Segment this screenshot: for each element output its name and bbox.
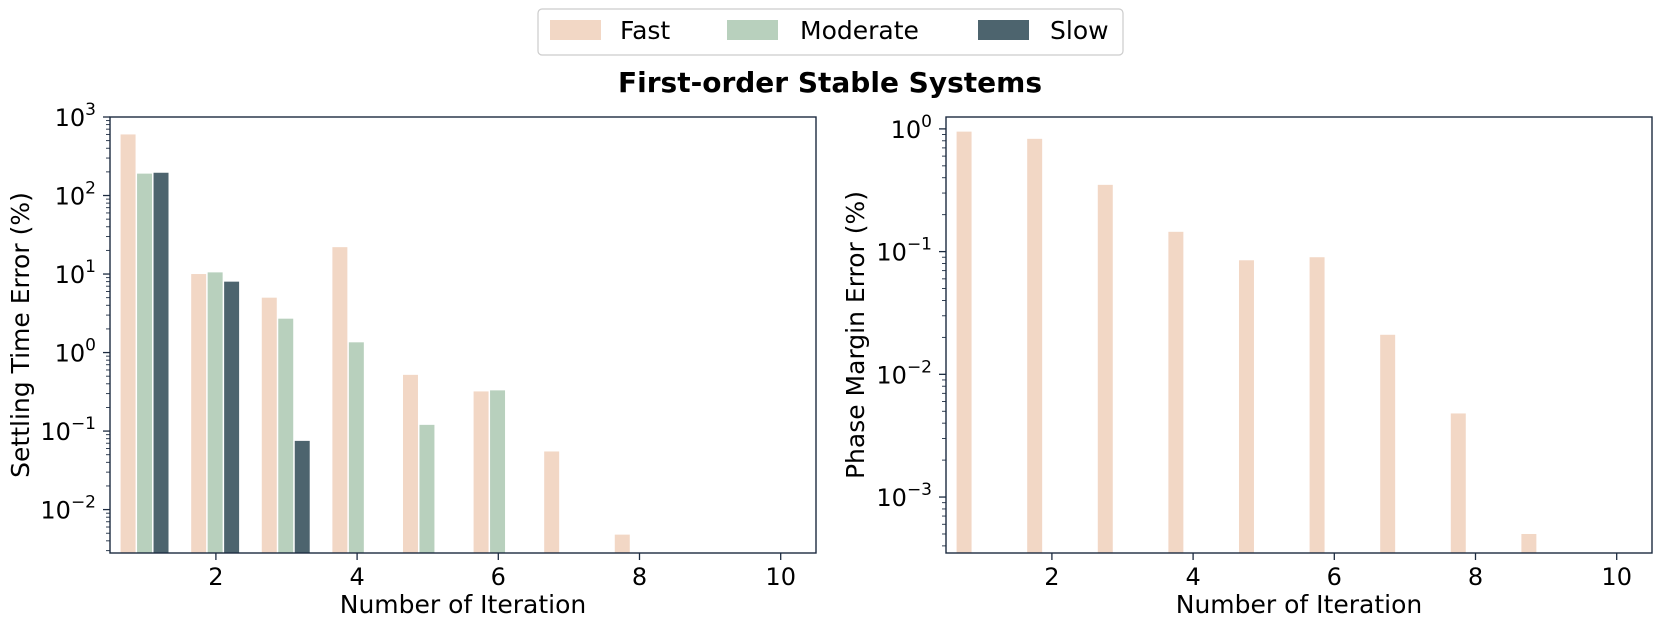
- x-tick-label: 2: [1044, 563, 1059, 591]
- x-tick-label: 4: [1185, 563, 1200, 591]
- bar-fast-iter-6: [473, 391, 489, 553]
- x-tick-label: 4: [349, 563, 364, 591]
- bar-fast-iter-1: [956, 131, 972, 553]
- y-tick-label: 10−3: [876, 480, 932, 512]
- bar-fast-iter-9: [1521, 533, 1537, 553]
- legend-label-moderate: Moderate: [800, 16, 919, 45]
- bar-fast-iter-8: [614, 534, 630, 553]
- bar-slow-iter-3: [294, 440, 310, 553]
- bar-slow-iter-2: [224, 281, 240, 553]
- legend-item-slow: Slow: [978, 16, 1109, 45]
- xticks-settling-time: 2 4 6 8 10: [208, 553, 796, 591]
- bar-moderate-iter-5: [419, 424, 435, 553]
- legend-swatch-moderate: [727, 20, 778, 40]
- x-tick-label: 6: [1327, 563, 1342, 591]
- bar-moderate-iter-3: [278, 318, 294, 553]
- legend-swatch-fast: [550, 20, 601, 40]
- x-tick-label: 6: [491, 563, 506, 591]
- legend-label-fast: Fast: [620, 16, 670, 45]
- bar-moderate-iter-2: [207, 272, 223, 553]
- y-tick-label: 10−2: [876, 357, 932, 389]
- figure-title: First-order Stable Systems: [618, 66, 1042, 99]
- yticks-settling-time: 10−2 10−1 100 101 102 103: [40, 100, 110, 552]
- bar-moderate-iter-6: [490, 390, 506, 553]
- legend-item-fast: Fast: [550, 16, 670, 45]
- legend: Fast Moderate Slow: [537, 8, 1124, 56]
- x-axis-label-settling-time: Number of Iteration: [340, 590, 586, 619]
- bar-fast-iter-3: [261, 297, 277, 553]
- y-tick-label: 10−1: [876, 235, 932, 267]
- bar-slow-iter-1: [153, 172, 169, 554]
- bar-fast-iter-2: [191, 274, 207, 553]
- bar-moderate-iter-1: [137, 173, 153, 553]
- bar-fast-iter-4: [1168, 231, 1184, 553]
- bar-fast-iter-1: [120, 134, 136, 554]
- y-tick-label: 10−1: [40, 414, 96, 446]
- y-tick-label: 101: [55, 257, 96, 289]
- chart-settling-time: 10−2 10−1 100 101 102 103 2 4 6 8 10 Number of It…: [6, 100, 817, 619]
- yticks-phase-margin: 10−3 10−2 10−1 100: [876, 112, 946, 547]
- x-axis-label-phase-margin: Number of Iteration: [1176, 590, 1422, 619]
- bar-fast-iter-4: [332, 247, 348, 553]
- xticks-phase-margin: 2 4 6 8 10: [1044, 553, 1632, 591]
- bar-moderate-iter-4: [348, 342, 364, 553]
- x-tick-label: 8: [1468, 563, 1483, 591]
- y-tick-label: 102: [55, 179, 96, 211]
- bar-fast-iter-8: [1450, 413, 1466, 553]
- x-tick-label: 10: [1601, 563, 1632, 591]
- y-tick-label: 10−2: [40, 493, 96, 525]
- bar-fast-iter-2: [1027, 138, 1043, 553]
- plot-frame-settling-time: [109, 116, 817, 554]
- x-tick-label: 10: [765, 563, 796, 591]
- legend-item-moderate: Moderate: [727, 16, 919, 45]
- y-axis-label-phase-margin: Phase Margin Error (%): [841, 191, 870, 479]
- y-tick-label: 100: [55, 336, 96, 368]
- bar-fast-iter-3: [1097, 184, 1113, 553]
- plot-frame-phase-margin: [945, 116, 1653, 554]
- legend-swatch-slow: [978, 20, 1029, 40]
- bar-fast-iter-5: [402, 374, 418, 553]
- bars-settling-time: [120, 134, 630, 554]
- bar-fast-iter-6: [1309, 257, 1325, 553]
- legend-label-slow: Slow: [1050, 16, 1109, 45]
- bar-fast-iter-5: [1238, 260, 1254, 553]
- bars-phase-margin: [956, 131, 1537, 553]
- x-tick-label: 2: [208, 563, 223, 591]
- y-tick-label: 103: [55, 100, 96, 132]
- legend-frame: [537, 8, 1124, 56]
- bar-fast-iter-7: [544, 451, 560, 553]
- x-tick-label: 8: [632, 563, 647, 591]
- chart-phase-margin: 10−3 10−2 10−1 100 2 4 6 8 10 Number of Iterati…: [841, 112, 1653, 619]
- y-tick-label: 100: [891, 112, 932, 144]
- bar-fast-iter-7: [1380, 334, 1396, 553]
- y-axis-label-settling-time: Settling Time Error (%): [6, 192, 35, 478]
